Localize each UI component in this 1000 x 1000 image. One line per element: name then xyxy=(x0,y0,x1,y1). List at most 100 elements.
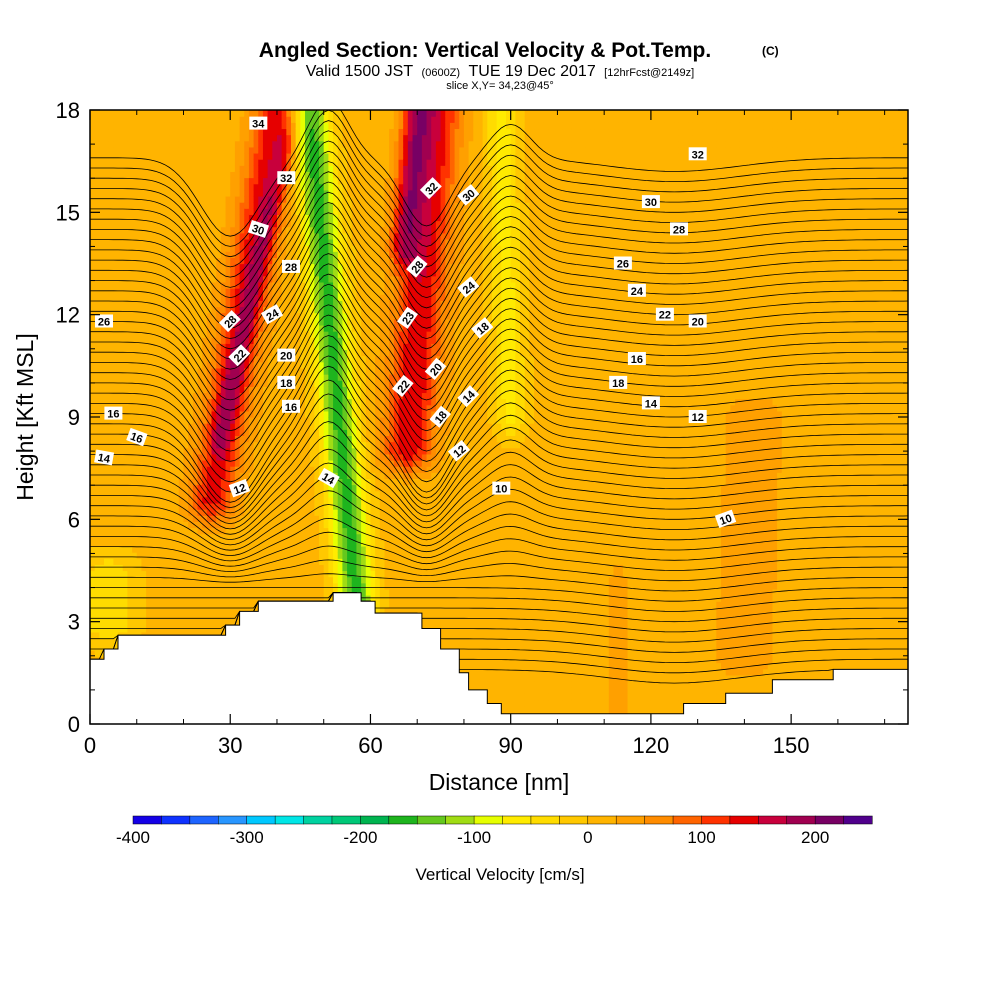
contour-label-text: 30 xyxy=(645,197,657,209)
colorbar-swatch xyxy=(161,815,191,825)
theta-isoline xyxy=(90,379,908,509)
contour-label: 24 xyxy=(627,283,646,298)
contour-label-text: 16 xyxy=(107,409,119,421)
contour-label-text: 10 xyxy=(495,484,507,496)
slice-info: slice X,Y= 34,23@45° xyxy=(446,80,554,92)
contour-label: 34 xyxy=(249,116,268,131)
theta-isoline xyxy=(90,222,908,360)
theta-isoline xyxy=(90,161,908,299)
theta-isoline xyxy=(90,504,908,557)
contour-label: 16 xyxy=(104,406,123,421)
contour-label: 32 xyxy=(277,171,296,185)
y-tick-label: 12 xyxy=(56,303,80,328)
contour-label-text: 16 xyxy=(285,402,297,414)
contour-label: 18 xyxy=(609,375,628,390)
theta-isoline xyxy=(90,273,908,411)
contour-label: 14 xyxy=(94,449,115,466)
colorbar-title: Vertical Velocity [cm/s] xyxy=(415,865,584,884)
theta-isoline xyxy=(90,393,908,514)
contour-label-text: 16 xyxy=(631,354,643,366)
theta-isoline xyxy=(90,365,908,503)
theta-isoline xyxy=(90,490,908,551)
theta-isoline xyxy=(90,462,908,541)
contour-label: 22 xyxy=(655,307,674,322)
colorbar-tick-label: -400 xyxy=(116,828,150,847)
contour-label: 14 xyxy=(317,467,340,489)
colorbar-swatch xyxy=(814,815,845,825)
contour-label-text: 23 xyxy=(400,310,417,327)
contour-label-text: 22 xyxy=(659,310,671,322)
contour-label-text: 16 xyxy=(129,431,145,446)
theta-isoline xyxy=(90,304,908,442)
y-tick-label: 18 xyxy=(56,98,80,123)
contour-label-text: 34 xyxy=(252,119,265,131)
colorbar-swatch xyxy=(843,815,873,825)
colorbar-swatch xyxy=(587,815,617,825)
contour-label-text: 32 xyxy=(692,149,704,161)
colorbar-swatch xyxy=(303,815,333,825)
theta-isoline xyxy=(90,242,908,380)
theta-isoline xyxy=(90,110,908,247)
axis-ticks: 0 30 60 90 120 150 0 3 6 9 12 15 18 xyxy=(56,98,908,758)
contour-label: 26 xyxy=(95,314,113,329)
contour-label-text: 10 xyxy=(718,513,734,528)
theta-isoline xyxy=(90,421,908,525)
theta-isoline xyxy=(90,407,908,519)
contour-label: 24 xyxy=(261,304,284,325)
colorbar-tick-label: 200 xyxy=(801,828,829,847)
colorbar-tick-label: -300 xyxy=(230,828,264,847)
theta-isoline xyxy=(90,130,908,268)
contour-label-text: 18 xyxy=(280,378,292,390)
colorbar-swatch xyxy=(473,815,504,825)
colorbar-swatch xyxy=(274,815,305,825)
theta-isoline xyxy=(90,171,908,309)
theta-isoline xyxy=(90,283,908,421)
colorbar-swatch xyxy=(218,815,248,825)
contour-label-text: 28 xyxy=(285,262,297,274)
theta-isoline xyxy=(90,434,908,530)
theta-isoline xyxy=(90,201,908,339)
contour-label: 28 xyxy=(670,222,688,236)
colorbar-swatch xyxy=(388,815,418,825)
chart-subtitle: Valid 1500 JST (0600Z) TUE 19 Dec 2017 [… xyxy=(306,63,694,80)
contour-label: 14 xyxy=(641,396,660,410)
contour-label: 10 xyxy=(492,481,511,496)
contour-label: 26 xyxy=(613,256,632,271)
contour-label: 20 xyxy=(277,348,296,363)
colorbar-swatch xyxy=(786,815,816,825)
x-tick-label: 150 xyxy=(773,733,810,758)
contour-label-text: 14 xyxy=(97,452,112,466)
colorbar-swatch xyxy=(360,815,390,825)
x-tick-label: 0 xyxy=(84,733,96,758)
theta-isoline xyxy=(90,335,908,473)
theta-isoline xyxy=(90,531,908,567)
contour-label: 30 xyxy=(247,219,270,238)
contour-label-text: 20 xyxy=(692,317,704,329)
contour-label: 16 xyxy=(627,352,646,366)
theta-isoline xyxy=(90,517,908,562)
colorbar-swatch xyxy=(246,815,276,825)
colorbar-swatch xyxy=(502,815,532,825)
theta-isoline xyxy=(90,545,908,573)
subtitle-forecast-info: [12hrFcst@2149z] xyxy=(604,67,694,79)
y-tick-label: 9 xyxy=(68,405,80,430)
theta-isoline xyxy=(90,140,908,278)
theta-isoline xyxy=(90,294,908,432)
theta-isoline xyxy=(90,573,908,592)
contour-label: 28 xyxy=(282,259,300,274)
contour-label-text: 12 xyxy=(232,482,248,497)
theta-isoline xyxy=(90,592,908,633)
subtitle-valid-prefix: Valid 1500 JST xyxy=(306,63,414,80)
contour-label-text: 26 xyxy=(617,259,629,271)
theta-isoline xyxy=(90,324,908,462)
colorbar-tick-label: 0 xyxy=(583,828,592,847)
contour-label: 12 xyxy=(228,478,251,498)
subtitle-valid-date: TUE 19 Dec 2017 xyxy=(469,63,596,80)
copyright-mark: (C) xyxy=(762,44,779,58)
terrain-mask xyxy=(90,592,908,724)
colorbar-tick-label: -100 xyxy=(457,828,491,847)
theta-isoline xyxy=(90,120,908,258)
colorbar-swatch xyxy=(758,815,788,825)
